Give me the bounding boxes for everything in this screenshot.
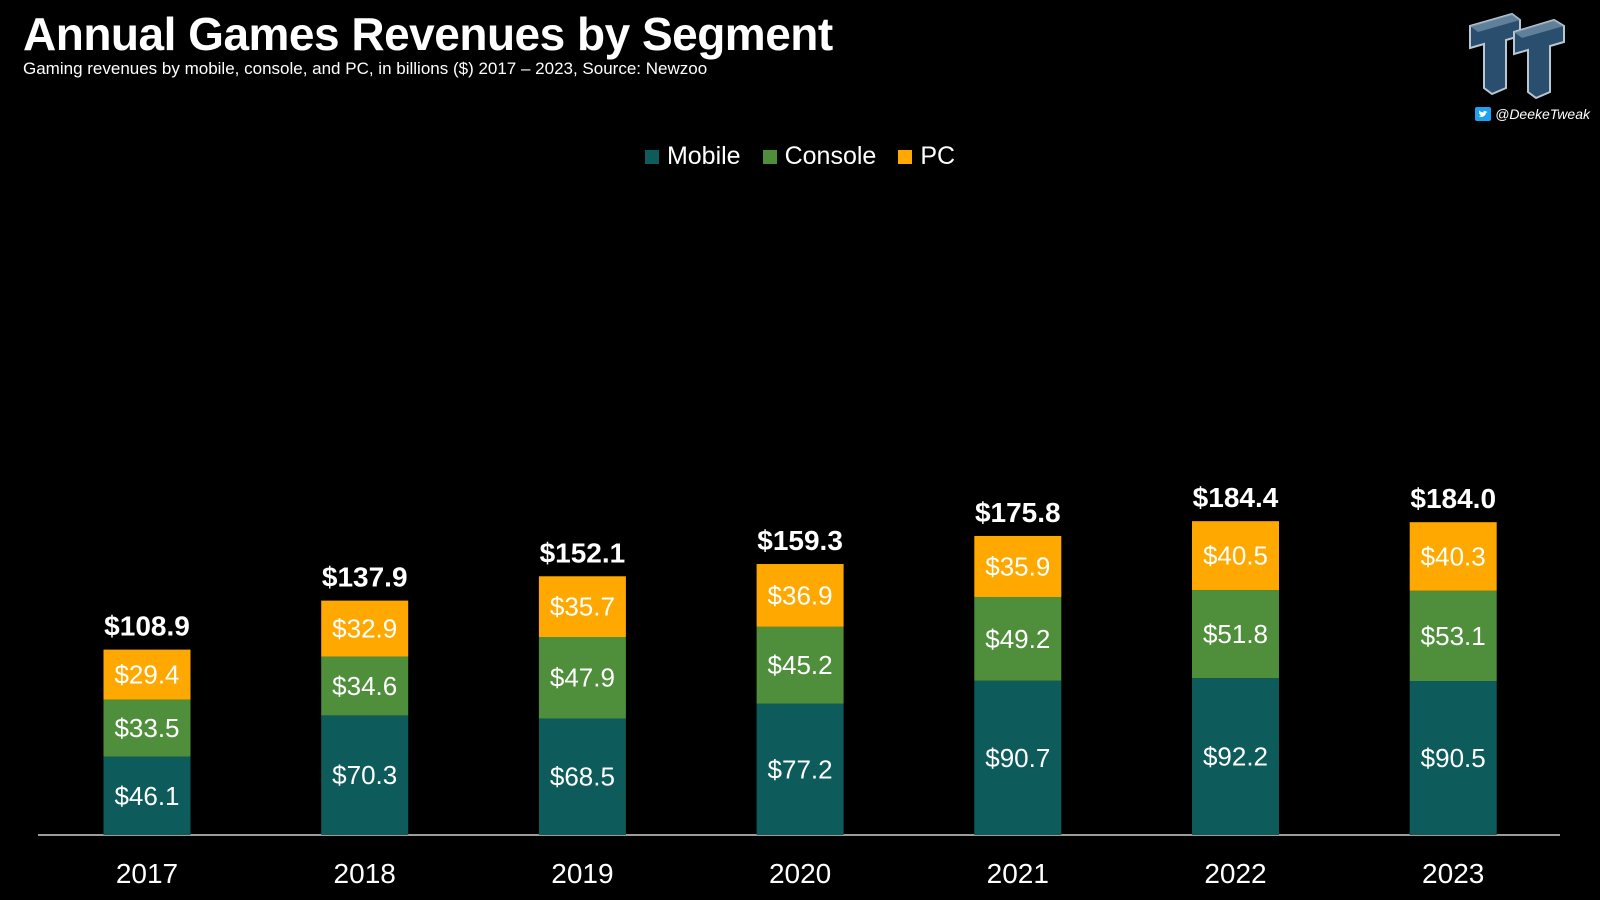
data-label-mobile-2020: $77.2 [768,754,833,784]
bar-console-2022 [1192,590,1279,679]
data-label-mobile-2018: $70.3 [332,760,397,790]
bar-console-2023 [1409,590,1497,682]
twitter-handle[interactable]: @DeekeTweak [1475,106,1590,122]
legend-item-pc: PC [898,142,955,171]
legend-label-pc: PC [920,142,956,170]
bar-mobile-2023 [1409,681,1497,835]
data-label-pc-2021: $35.9 [985,551,1050,581]
twitter-bird-icon [1475,107,1492,121]
bar-mobile-2021 [974,680,1062,835]
bar-console-2019 [538,637,626,719]
legend-swatch-mobile [644,149,659,164]
total-label-2021: $175.8 [975,497,1061,528]
data-label-mobile-2022: $92.2 [1203,742,1268,772]
data-label-pc-2020: $36.9 [768,580,833,610]
legend-item-mobile: Mobile [644,142,741,171]
x-tick-label-2018: 2018 [334,858,396,889]
total-label-2019: $152.1 [540,537,626,568]
chart-legend: Mobile Console PC [0,142,1600,171]
data-label-console-2018: $34.6 [332,671,397,701]
legend-swatch-pc [898,149,913,164]
data-label-pc-2019: $35.7 [550,592,615,622]
bar-pc-2022 [1192,521,1279,591]
data-label-mobile-2017: $46.1 [114,781,179,811]
data-label-mobile-2023: $90.5 [1421,743,1486,773]
bar-console-2017 [103,699,191,757]
chart-subtitle: Gaming revenues by mobile, console, and … [23,59,708,78]
x-tick-label-2019: 2019 [551,858,613,889]
data-label-console-2021: $49.2 [985,624,1050,654]
data-label-console-2017: $33.5 [114,713,179,743]
bar-pc-2023 [1409,522,1497,591]
legend-swatch-console [762,149,777,164]
data-label-pc-2023: $40.3 [1421,541,1486,571]
data-label-mobile-2021: $90.7 [985,743,1050,773]
x-tick-label-2020: 2020 [769,858,831,889]
total-label-2017: $108.9 [104,611,190,642]
data-label-pc-2017: $29.4 [114,660,179,690]
bar-mobile-2019 [538,718,626,835]
bar-pc-2021 [974,535,1062,598]
data-label-console-2023: $53.1 [1421,621,1486,651]
legend-label-console: Console [784,142,877,170]
x-tick-label-2022: 2022 [1204,858,1266,889]
bar-console-2018 [321,656,409,716]
data-label-pc-2018: $32.9 [332,614,397,644]
legend-item-console: Console [762,142,877,171]
bar-pc-2020 [756,564,844,627]
data-label-console-2022: $51.8 [1203,619,1268,649]
bar-mobile-2017 [103,756,191,835]
x-tick-label-2021: 2021 [987,858,1049,889]
total-label-2020: $159.3 [757,525,843,556]
data-label-mobile-2019: $68.5 [550,762,615,792]
x-tick-label-2017: 2017 [116,858,178,889]
bar-console-2021 [974,597,1062,681]
bar-mobile-2018 [321,715,409,835]
total-label-2023: $184.0 [1410,483,1496,514]
data-label-console-2019: $47.9 [550,663,615,693]
bar-pc-2017 [103,649,191,700]
bar-pc-2018 [321,600,409,657]
total-label-2018: $137.9 [322,562,408,593]
bar-console-2020 [756,626,844,704]
legend-label-mobile: Mobile [666,142,741,170]
tt-logo-icon [1469,12,1565,100]
data-label-console-2020: $45.2 [768,650,833,680]
chart-title: Annual Games Revenues by Segment [23,8,833,60]
total-label-2022: $184.4 [1193,482,1279,513]
x-tick-label-2023: 2023 [1422,858,1484,889]
bar-mobile-2020 [756,703,844,835]
brand-block: @DeekeTweak [1440,6,1590,126]
twitter-handle-text: @DeekeTweak [1495,106,1590,122]
bar-pc-2019 [538,576,626,638]
bar-mobile-2022 [1192,678,1279,835]
data-label-pc-2022: $40.5 [1203,541,1268,571]
